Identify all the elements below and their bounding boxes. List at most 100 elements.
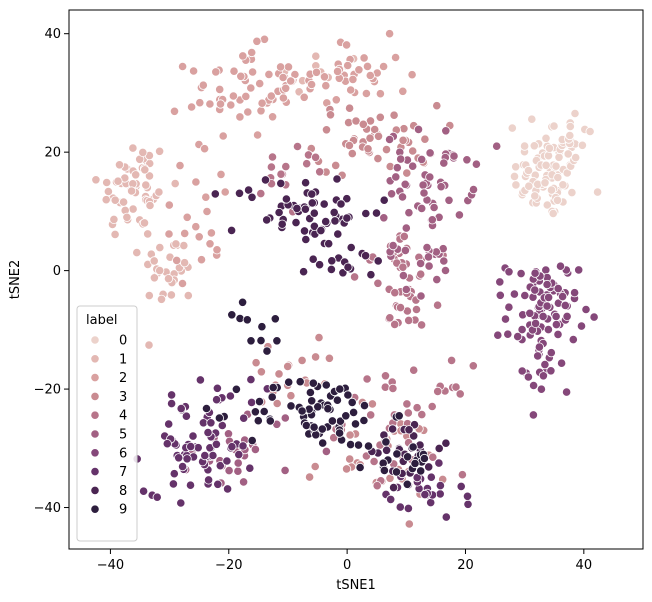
point-label-6 xyxy=(568,334,578,345)
point-label-0 xyxy=(529,141,539,151)
point-label-9 xyxy=(350,419,361,429)
point-label-3 xyxy=(398,135,408,145)
point-label-2 xyxy=(361,88,371,99)
point-label-0 xyxy=(542,200,552,210)
point-label-7 xyxy=(176,498,186,508)
point-label-4 xyxy=(412,403,422,413)
point-label-4 xyxy=(380,371,391,381)
point-label-4 xyxy=(416,320,427,330)
point-label-2 xyxy=(359,53,369,63)
point-label-6 xyxy=(530,318,541,328)
point-label-9 xyxy=(392,449,402,459)
legend-label: 9 xyxy=(119,503,127,518)
point-label-5 xyxy=(417,203,427,213)
point-label-5 xyxy=(492,141,502,151)
point-label-6 xyxy=(530,285,540,295)
point-label-1 xyxy=(139,218,150,228)
point-label-9 xyxy=(318,438,328,448)
point-label-7 xyxy=(176,403,186,414)
point-label-2 xyxy=(264,69,274,80)
point-label-8 xyxy=(336,199,346,209)
point-label-3 xyxy=(370,124,380,135)
point-label-4 xyxy=(432,300,443,310)
x-axis-label: tSNE1 xyxy=(336,578,376,593)
point-label-9 xyxy=(313,402,323,412)
point-label-2 xyxy=(253,130,263,140)
point-label-6 xyxy=(542,301,552,311)
point-label-0 xyxy=(548,208,558,219)
point-label-5 xyxy=(413,124,424,134)
point-label-9 xyxy=(359,415,369,426)
point-label-2 xyxy=(252,36,262,46)
point-label-9 xyxy=(301,420,311,431)
point-label-2 xyxy=(266,91,276,101)
point-label-9 xyxy=(347,397,357,407)
point-label-5 xyxy=(233,458,243,468)
point-label-9 xyxy=(391,467,402,477)
point-label-9 xyxy=(246,336,256,346)
point-label-4 xyxy=(427,401,437,412)
point-label-2 xyxy=(220,187,230,197)
point-label-9 xyxy=(402,452,413,462)
point-label-2 xyxy=(348,74,358,85)
point-label-7 xyxy=(168,479,178,489)
legend-marker xyxy=(90,391,100,401)
point-label-3 xyxy=(344,103,355,113)
point-label-1 xyxy=(163,274,174,284)
point-label-8 xyxy=(342,194,352,204)
point-label-4 xyxy=(446,355,457,365)
x-tick-label: −20 xyxy=(215,558,242,573)
point-label-8 xyxy=(404,425,414,435)
point-label-6 xyxy=(543,292,554,302)
point-label-9 xyxy=(343,390,353,400)
point-label-6 xyxy=(562,311,572,321)
point-label-1 xyxy=(114,160,125,170)
point-label-7 xyxy=(162,439,172,449)
point-label-9 xyxy=(272,336,282,346)
point-label-5 xyxy=(396,154,406,164)
point-label-5 xyxy=(280,413,290,423)
point-label-4 xyxy=(362,374,372,384)
point-label-7 xyxy=(185,480,196,490)
point-label-4 xyxy=(417,409,427,420)
point-label-3 xyxy=(314,332,324,343)
point-label-9 xyxy=(286,401,296,411)
point-label-4 xyxy=(366,410,376,420)
x-tick-label: 20 xyxy=(457,558,474,573)
point-label-8 xyxy=(346,242,356,253)
point-label-8 xyxy=(309,208,319,218)
point-label-4 xyxy=(369,456,379,467)
point-label-2 xyxy=(178,61,188,72)
point-label-5 xyxy=(427,215,437,225)
point-label-3 xyxy=(304,472,315,482)
point-label-2 xyxy=(201,192,211,202)
point-label-4 xyxy=(403,408,413,418)
point-label-0 xyxy=(558,180,568,190)
point-label-5 xyxy=(449,151,459,161)
point-label-5 xyxy=(401,284,411,295)
point-label-9 xyxy=(262,346,272,356)
point-label-8 xyxy=(409,431,419,441)
point-label-8 xyxy=(424,462,434,472)
point-label-6 xyxy=(528,380,539,391)
point-label-1 xyxy=(155,265,165,276)
point-label-1 xyxy=(138,147,148,157)
point-label-2 xyxy=(211,67,221,77)
point-label-0 xyxy=(565,121,575,132)
point-label-3 xyxy=(420,134,430,144)
point-label-3 xyxy=(432,101,442,111)
point-label-3 xyxy=(344,140,354,151)
point-label-5 xyxy=(425,148,435,158)
point-label-6 xyxy=(517,324,527,335)
point-label-8 xyxy=(316,226,326,236)
point-label-7 xyxy=(247,397,257,407)
point-label-5 xyxy=(418,180,428,190)
point-label-2 xyxy=(189,66,199,76)
point-label-0 xyxy=(519,141,530,151)
point-label-7 xyxy=(435,489,445,499)
y-tick-label: 0 xyxy=(53,264,61,279)
point-label-7 xyxy=(246,374,256,385)
point-label-3 xyxy=(341,464,352,474)
legend-marker xyxy=(90,410,100,420)
point-label-5 xyxy=(429,202,439,213)
